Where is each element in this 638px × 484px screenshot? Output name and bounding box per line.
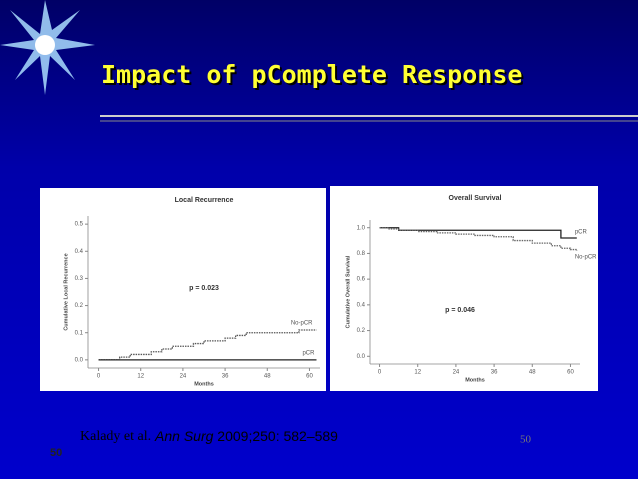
citation-journal: Ann Surg — [154, 428, 214, 444]
series-label: pCR — [302, 350, 315, 356]
y-tick-label: 0.2 — [357, 328, 366, 334]
x-tick-label: 12 — [137, 374, 144, 380]
y-tick-label: 0.2 — [75, 303, 84, 309]
y-tick-label: 0.1 — [75, 330, 84, 336]
star-decoration — [0, 0, 95, 95]
series-label: pCR — [575, 230, 588, 236]
y-tick-label: 0.8 — [357, 251, 366, 257]
x-tick-label: 60 — [306, 374, 313, 380]
x-tick-label: 0 — [378, 370, 382, 376]
page-number: 50 — [50, 447, 62, 459]
annotation: p = 0.023 — [189, 285, 219, 292]
title-shadow: Impact of pComplete Response — [103, 62, 524, 91]
chart-title: Overall Survival — [449, 195, 502, 202]
slide-title: Impact of pComplete Response — [101, 60, 522, 89]
series-label: No-pCR — [575, 254, 597, 260]
x-tick-label: 60 — [567, 370, 574, 376]
y-tick-label: 0.4 — [75, 249, 84, 255]
chart-background — [330, 186, 598, 391]
x-tick-label: 24 — [180, 374, 187, 380]
citation-details: 2009;250: 582–589 — [217, 428, 338, 444]
series-label: No-pCR — [291, 321, 313, 327]
y-tick-label: 0.6 — [357, 277, 366, 283]
annotation: p = 0.046 — [445, 307, 475, 314]
x-tick-label: 0 — [97, 374, 101, 380]
y-tick-label: 0.3 — [75, 276, 84, 282]
citation-authors: Kalady et al. — [80, 429, 151, 444]
x-tick-label: 48 — [264, 374, 271, 380]
chart-title: Local Recurrence — [175, 197, 234, 204]
y-tick-label: 0.5 — [75, 222, 84, 228]
citation: Kalady et al. Ann Surg 2009;250: 582–589 — [80, 428, 338, 445]
y-tick-label: 0.4 — [357, 302, 366, 308]
x-tick-label: 36 — [491, 370, 498, 376]
y-axis-label: Cumulative Local Recurrence — [63, 253, 69, 330]
series-line — [379, 227, 578, 251]
y-tick-label: 0.0 — [75, 357, 84, 363]
series-line — [98, 329, 317, 361]
chart: Overall Survival 0.0 0.2 0.4 0.6 0.8 1.0 0 12 24 3… — [330, 186, 598, 391]
x-tick-label: 48 — [529, 370, 536, 376]
x-tick-label: 24 — [453, 370, 460, 376]
y-axis-label: Cumulative Overall Survival — [345, 255, 351, 328]
y-tick-label: 1.0 — [357, 225, 366, 231]
page-number: 50 — [520, 434, 532, 446]
x-axis-label: Months — [465, 377, 485, 383]
x-tick-label: 12 — [414, 370, 421, 376]
x-tick-label: 36 — [222, 374, 229, 380]
y-tick-label: 0.0 — [357, 354, 366, 360]
x-axis-label: Months — [194, 381, 214, 387]
chart: Local Recurrence 0.0 0.1 0.2 0.3 0.4 0.5 0 12 24 3… — [40, 188, 326, 391]
